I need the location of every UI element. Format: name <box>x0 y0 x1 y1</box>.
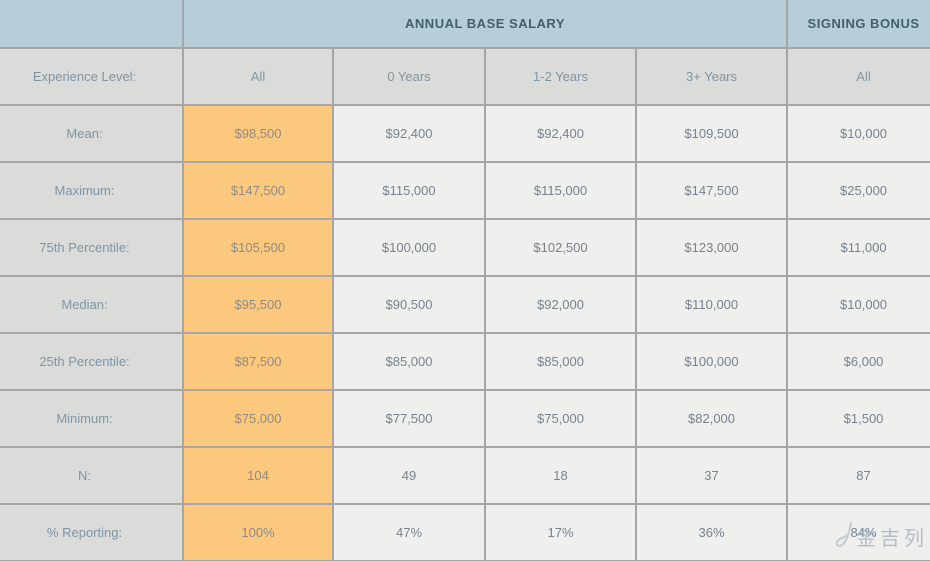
column-header-0-years: 0 Years <box>332 47 486 106</box>
cell-highlighted: $95,500 <box>182 275 334 334</box>
cell-highlighted: $98,500 <box>182 104 334 163</box>
cell: $6,000 <box>786 332 930 391</box>
cell: 84% <box>786 503 930 561</box>
row-label: 25th Percentile: <box>0 332 184 391</box>
cell: $102,500 <box>484 218 637 277</box>
cell: $147,500 <box>634 161 789 220</box>
cell: 36% <box>634 503 789 561</box>
experience-level-label: Experience Level: <box>0 47 184 106</box>
cell: $92,400 <box>332 104 486 163</box>
cell-highlighted: $75,000 <box>182 389 334 448</box>
experience-level-row: Experience Level: All 0 Years 1-2 Years … <box>0 47 930 106</box>
cell: $85,000 <box>484 332 637 391</box>
table-row-median: Median: $95,500 $90,500 $92,000 $110,000… <box>0 275 930 334</box>
cell: $123,000 <box>634 218 789 277</box>
table-group-header-row: ANNUAL BASE SALARY SIGNING BONUS <box>0 0 930 49</box>
cell: $115,000 <box>332 161 486 220</box>
row-label: N: <box>0 446 184 505</box>
row-label: Mean: <box>0 104 184 163</box>
cell: $90,500 <box>332 275 486 334</box>
row-label: 75th Percentile: <box>0 218 184 277</box>
column-header-3plus-years: 3+ Years <box>634 47 789 106</box>
corner-cell <box>0 0 184 49</box>
cell: $92,000 <box>484 275 637 334</box>
signing-bonus-header: SIGNING BONUS <box>786 0 930 49</box>
cell: 18 <box>484 446 637 505</box>
cell: $110,000 <box>634 275 789 334</box>
row-label: Median: <box>0 275 184 334</box>
cell: $100,000 <box>634 332 789 391</box>
cell: $11,000 <box>786 218 930 277</box>
cell: 47% <box>332 503 486 561</box>
column-header-bonus-all: All <box>786 47 930 106</box>
cell: $10,000 <box>786 275 930 334</box>
table-row-pct-reporting: % Reporting: 100% 47% 17% 36% 84% <box>0 503 930 561</box>
table-row-mean: Mean: $98,500 $92,400 $92,400 $109,500 $… <box>0 104 930 163</box>
cell: $25,000 <box>786 161 930 220</box>
table-row-75th-percentile: 75th Percentile: $105,500 $100,000 $102,… <box>0 218 930 277</box>
table-row-minimum: Minimum: $75,000 $77,500 $75,000 $82,000… <box>0 389 930 448</box>
row-label: Maximum: <box>0 161 184 220</box>
column-header-all: All <box>182 47 334 106</box>
cell-highlighted: 104 <box>182 446 334 505</box>
cell: 49 <box>332 446 486 505</box>
table-row-maximum: Maximum: $147,500 $115,000 $115,000 $147… <box>0 161 930 220</box>
row-label: Minimum: <box>0 389 184 448</box>
cell: $92,400 <box>484 104 637 163</box>
cell: $100,000 <box>332 218 486 277</box>
cell: $109,500 <box>634 104 789 163</box>
cell: 37 <box>634 446 789 505</box>
table-row-n: N: 104 49 18 37 87 <box>0 446 930 505</box>
annual-base-salary-header: ANNUAL BASE SALARY <box>181 0 789 49</box>
cell-highlighted: $87,500 <box>182 332 334 391</box>
cell: 87 <box>786 446 930 505</box>
cell: $77,500 <box>332 389 486 448</box>
row-label: % Reporting: <box>0 503 184 561</box>
cell: $10,000 <box>786 104 930 163</box>
cell-highlighted: $147,500 <box>182 161 334 220</box>
cell: $85,000 <box>332 332 486 391</box>
cell: $75,000 <box>484 389 637 448</box>
table-row-25th-percentile: 25th Percentile: $87,500 $85,000 $85,000… <box>0 332 930 391</box>
cell-highlighted: 100% <box>182 503 334 561</box>
cell: $1,500 <box>786 389 930 448</box>
cell: $82,000 <box>634 389 789 448</box>
column-header-1-2-years: 1-2 Years <box>484 47 637 106</box>
cell-highlighted: $105,500 <box>182 218 334 277</box>
cell: 17% <box>484 503 637 561</box>
cell: $115,000 <box>484 161 637 220</box>
